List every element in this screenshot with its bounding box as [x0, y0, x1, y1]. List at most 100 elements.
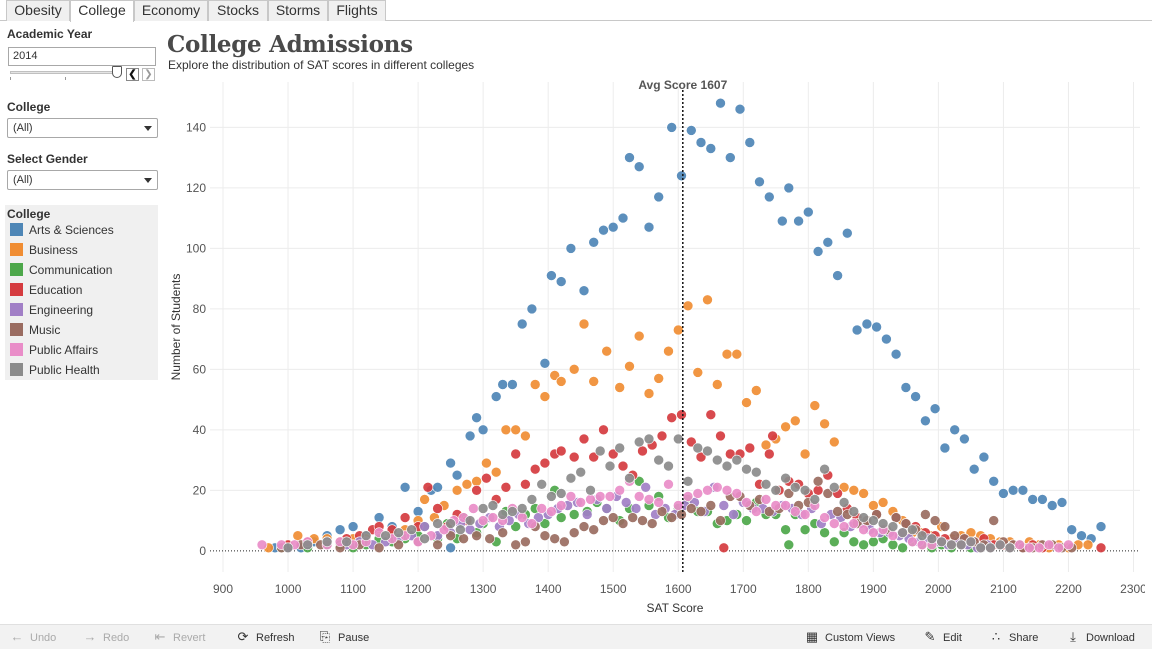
point-arts-sciences[interactable]	[851, 324, 863, 336]
point-public-affairs[interactable]	[702, 484, 713, 496]
point-business[interactable]	[682, 300, 694, 312]
point-business[interactable]	[601, 345, 613, 357]
point-public-health[interactable]	[497, 509, 509, 520]
point-public-health[interactable]	[477, 503, 489, 514]
point-business[interactable]	[633, 330, 645, 342]
year-next-button[interactable]: ❯	[142, 68, 155, 81]
point-communication[interactable]	[799, 524, 811, 536]
point-public-affairs[interactable]	[780, 500, 791, 511]
point-public-health[interactable]	[692, 442, 704, 454]
point-education[interactable]	[510, 448, 522, 460]
point-business[interactable]	[510, 424, 522, 436]
point-public-affairs[interactable]	[916, 539, 928, 551]
point-public-health[interactable]	[789, 481, 801, 493]
point-public-health[interactable]	[975, 542, 987, 554]
point-education[interactable]	[744, 442, 756, 454]
point-arts-sciences[interactable]	[399, 481, 411, 493]
point-business[interactable]	[490, 466, 502, 478]
tab-college[interactable]: College	[70, 0, 134, 22]
point-public-affairs[interactable]	[682, 491, 694, 502]
point-public-affairs[interactable]	[760, 494, 772, 505]
point-public-affairs[interactable]	[1033, 542, 1045, 554]
point-public-health[interactable]	[672, 433, 684, 445]
point-arts-sciences[interactable]	[507, 379, 518, 390]
point-business[interactable]	[750, 385, 762, 396]
point-arts-sciences[interactable]	[1076, 530, 1087, 542]
point-arts-sciences[interactable]	[1037, 494, 1048, 505]
point-arts-sciences[interactable]	[624, 152, 635, 163]
point-public-health[interactable]	[799, 484, 811, 496]
point-music[interactable]	[432, 539, 443, 551]
share-button[interactable]: ∴ Share	[989, 625, 1039, 650]
point-public-affairs[interactable]	[672, 500, 684, 511]
point-arts-sciences[interactable]	[900, 382, 912, 393]
point-public-health[interactable]	[877, 518, 889, 529]
point-arts-sciences[interactable]	[1066, 524, 1078, 536]
point-arts-sciences[interactable]	[347, 521, 359, 532]
point-public-health[interactable]	[594, 445, 606, 457]
point-arts-sciences[interactable]	[929, 403, 941, 415]
point-arts-sciences[interactable]	[676, 170, 687, 182]
point-public-affairs[interactable]	[907, 536, 918, 548]
point-arts-sciences[interactable]	[763, 191, 775, 203]
point-education[interactable]	[607, 448, 619, 460]
point-public-affairs[interactable]	[565, 491, 577, 502]
point-public-health[interactable]	[926, 533, 938, 545]
point-public-health[interactable]	[455, 524, 466, 536]
point-arts-sciences[interactable]	[1007, 484, 1019, 496]
point-engineering[interactable]	[581, 509, 593, 520]
point-public-health[interactable]	[380, 530, 391, 542]
point-music[interactable]	[471, 530, 482, 542]
point-education[interactable]	[685, 436, 697, 448]
point-business[interactable]	[529, 379, 541, 390]
point-public-health[interactable]	[760, 478, 772, 490]
point-arts-sciences[interactable]	[598, 224, 609, 236]
point-education[interactable]	[432, 503, 443, 514]
point-arts-sciences[interactable]	[754, 176, 765, 188]
point-public-health[interactable]	[565, 472, 577, 484]
point-music[interactable]	[373, 542, 385, 554]
point-public-health[interactable]	[848, 506, 860, 517]
point-music[interactable]	[832, 506, 843, 517]
point-public-health[interactable]	[858, 512, 869, 523]
point-public-affairs[interactable]	[643, 494, 655, 505]
college-dropdown[interactable]: (All)	[7, 118, 158, 138]
point-arts-sciences[interactable]	[910, 391, 921, 402]
academic-year-input[interactable]: 2014	[8, 47, 156, 66]
point-public-affairs[interactable]	[477, 515, 489, 526]
point-public-health[interactable]	[360, 530, 372, 542]
point-music[interactable]	[445, 530, 456, 542]
point-business[interactable]	[471, 475, 482, 487]
point-arts-sciences[interactable]	[497, 379, 509, 390]
point-public-health[interactable]	[406, 524, 417, 536]
point-public-health[interactable]	[516, 503, 528, 514]
point-arts-sciences[interactable]	[988, 475, 1000, 487]
point-education[interactable]	[676, 409, 687, 421]
point-arts-sciences[interactable]	[464, 430, 476, 442]
point-communication[interactable]	[858, 539, 869, 551]
point-public-health[interactable]	[946, 539, 957, 551]
point-public-affairs[interactable]	[858, 524, 869, 536]
point-business[interactable]	[731, 348, 743, 360]
point-business[interactable]	[780, 421, 791, 433]
point-business[interactable]	[614, 382, 626, 393]
point-public-health[interactable]	[536, 478, 548, 490]
point-arts-sciences[interactable]	[653, 191, 665, 203]
point-arts-sciences[interactable]	[471, 412, 482, 424]
point-arts-sciences[interactable]	[555, 276, 567, 287]
point-public-health[interactable]	[731, 454, 743, 466]
point-business[interactable]	[568, 363, 580, 375]
point-arts-sciences[interactable]	[705, 143, 717, 154]
point-music[interactable]	[617, 518, 629, 529]
point-public-health[interactable]	[643, 433, 655, 445]
point-business[interactable]	[760, 439, 772, 451]
download-button[interactable]: ⤓ Download	[1066, 625, 1135, 650]
point-arts-sciences[interactable]	[666, 122, 678, 133]
point-public-affairs[interactable]	[1024, 542, 1035, 554]
point-arts-sciences[interactable]	[1046, 500, 1058, 511]
point-business[interactable]	[672, 324, 684, 336]
point-education[interactable]	[1095, 542, 1107, 554]
point-arts-sciences[interactable]	[724, 152, 736, 163]
point-arts-sciences[interactable]	[890, 348, 902, 360]
point-public-health[interactable]	[507, 506, 518, 517]
